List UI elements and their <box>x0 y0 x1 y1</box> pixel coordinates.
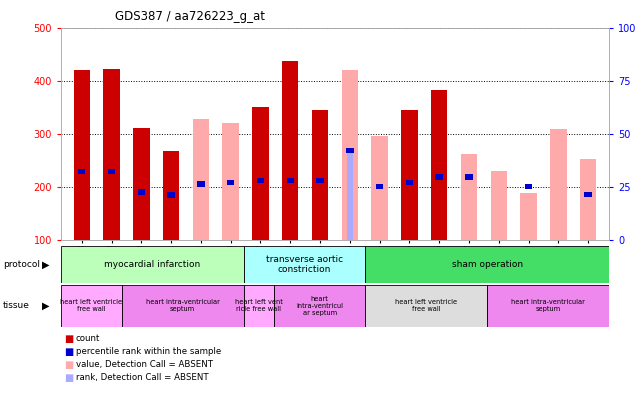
Bar <box>122 285 244 327</box>
Bar <box>371 136 388 240</box>
Text: count: count <box>76 334 100 343</box>
Bar <box>244 285 274 327</box>
Bar <box>257 178 264 183</box>
Bar <box>108 169 115 174</box>
Text: heart left vent
ricle free wall: heart left vent ricle free wall <box>235 299 283 312</box>
Bar <box>74 70 90 240</box>
Bar <box>227 180 235 185</box>
Bar <box>103 69 120 240</box>
Text: percentile rank within the sample: percentile rank within the sample <box>76 347 221 356</box>
Bar <box>376 184 383 189</box>
Text: heart intra-ventricular
septum: heart intra-ventricular septum <box>146 299 220 312</box>
Text: transverse aortic
constriction: transverse aortic constriction <box>266 255 343 274</box>
Bar <box>487 285 609 327</box>
Text: ■: ■ <box>64 360 73 370</box>
Bar <box>138 189 145 194</box>
Text: heart left ventricle
free wall: heart left ventricle free wall <box>395 299 457 312</box>
Bar <box>274 285 365 327</box>
Text: ▶: ▶ <box>42 259 50 270</box>
Text: heart
intra-ventricul
ar septum: heart intra-ventricul ar septum <box>296 296 343 316</box>
Bar <box>346 148 353 153</box>
Bar <box>461 154 477 240</box>
Bar <box>465 174 472 180</box>
Text: ■: ■ <box>64 373 73 383</box>
Bar <box>490 171 507 240</box>
Bar <box>133 128 149 240</box>
Bar <box>431 90 447 240</box>
Bar <box>61 285 122 327</box>
Text: ■: ■ <box>64 346 73 357</box>
Text: ▶: ▶ <box>42 301 50 311</box>
Bar <box>287 178 294 183</box>
Bar <box>585 192 592 197</box>
Bar <box>222 123 239 240</box>
Bar <box>435 174 443 180</box>
Bar <box>193 119 209 240</box>
Bar <box>365 246 609 283</box>
Bar <box>244 246 365 283</box>
Bar <box>580 159 596 240</box>
Bar <box>197 181 204 187</box>
Text: sham operation: sham operation <box>452 260 522 269</box>
Text: value, Detection Call = ABSENT: value, Detection Call = ABSENT <box>76 360 213 369</box>
Text: GDS387 / aa726223_g_at: GDS387 / aa726223_g_at <box>115 10 265 23</box>
Text: protocol: protocol <box>3 260 40 269</box>
Bar <box>163 150 179 240</box>
Bar <box>406 180 413 185</box>
Text: heart intra-ventricular
septum: heart intra-ventricular septum <box>511 299 585 312</box>
Text: tissue: tissue <box>3 301 30 310</box>
Text: rank, Detection Call = ABSENT: rank, Detection Call = ABSENT <box>76 373 208 382</box>
Bar <box>520 193 537 240</box>
Bar <box>525 184 532 189</box>
Bar <box>317 178 324 183</box>
Text: heart left ventricle
free wall: heart left ventricle free wall <box>60 299 122 312</box>
Bar <box>61 246 244 283</box>
Text: myocardial infarction: myocardial infarction <box>104 260 201 269</box>
Bar <box>167 192 175 198</box>
Bar <box>78 169 85 174</box>
Bar <box>282 61 299 240</box>
Bar <box>401 110 417 240</box>
Bar <box>253 107 269 240</box>
Bar <box>347 150 353 240</box>
Text: ■: ■ <box>64 333 73 344</box>
Bar <box>550 129 567 240</box>
Bar <box>342 70 358 240</box>
Bar <box>365 285 487 327</box>
Bar <box>312 110 328 240</box>
